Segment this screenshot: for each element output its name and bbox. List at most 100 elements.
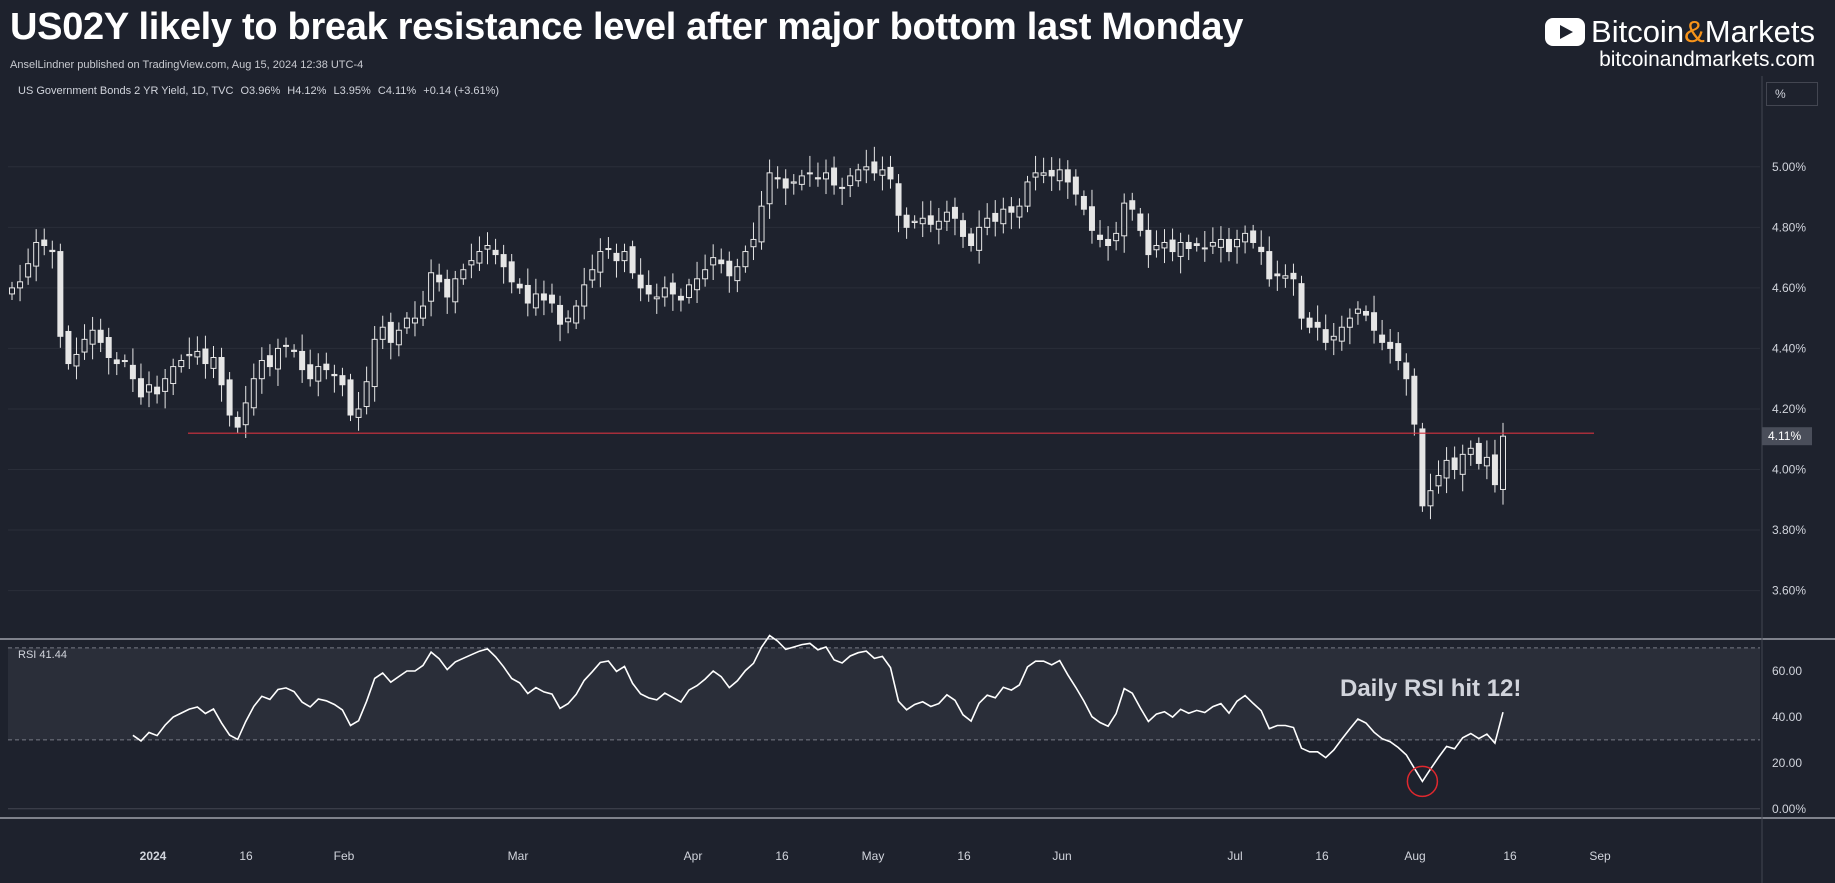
candle-body (1435, 475, 1442, 487)
candle-body (291, 349, 298, 352)
candle-body (855, 169, 862, 182)
candle-body (790, 181, 797, 184)
candle-body (1032, 172, 1039, 178)
candle-body (726, 260, 733, 277)
candle-body (951, 206, 958, 219)
rsi-tick-label: 60.00 (1772, 664, 1802, 678)
candle-body (1387, 341, 1394, 349)
candle-body (202, 348, 209, 365)
youtube-play-icon (1545, 18, 1586, 46)
time-tick-label: 2024 (140, 849, 167, 863)
price-tick-label: 4.20% (1772, 402, 1806, 416)
candle-body (935, 220, 942, 230)
candle-body (218, 357, 225, 386)
candle-body (573, 305, 580, 324)
candle-body (1242, 232, 1249, 243)
candle-body (565, 317, 572, 323)
candle-body (984, 217, 991, 228)
candle-body (887, 166, 894, 180)
candle-body (1145, 229, 1152, 256)
candle-body (943, 211, 950, 222)
candle-body (363, 381, 370, 408)
candle-body (1080, 195, 1087, 210)
candle-body (1290, 272, 1297, 280)
candle-body (710, 257, 717, 266)
chart-area[interactable]: 5.00% 4.80% 4.60% 4.40% 4.20% 4.00% 3.80% 3.60%… (0, 76, 1835, 883)
price-tick-label: 4.80% (1772, 220, 1806, 234)
candle-body (1209, 241, 1216, 247)
candle-body (540, 293, 547, 301)
candle-body (1403, 362, 1410, 380)
candle-body (33, 241, 40, 267)
candle-body (1338, 326, 1345, 342)
candle-body (685, 284, 692, 299)
candle-body (621, 251, 628, 262)
time-tick-label: 16 (239, 849, 253, 863)
last-price-badge (1762, 427, 1812, 446)
candle-body (548, 294, 555, 304)
candle-body (1153, 245, 1160, 251)
scale-unit-button[interactable]: % (1766, 82, 1818, 106)
candle-body (1330, 335, 1337, 341)
candle-body (589, 269, 596, 281)
candle-body (806, 172, 813, 175)
candle-body (1419, 428, 1426, 507)
price-chart[interactable]: 5.00% 4.80% 4.60% 4.40% 4.20% 4.00% 3.80% 3.60%… (0, 76, 1835, 883)
price-tick-label: 4.40% (1772, 341, 1806, 355)
candle-body (831, 167, 838, 186)
candle-body (968, 233, 975, 247)
price-tick-label: 3.60% (1772, 584, 1806, 598)
candle-body (718, 259, 725, 265)
price-tick-label: 3.80% (1772, 523, 1806, 537)
candle-body (1298, 283, 1305, 319)
ohlc-legend: US Government Bonds 2 YR Yield, 1D, TVC … (18, 85, 503, 97)
candle-body (1201, 247, 1208, 250)
candle-body (500, 254, 507, 268)
candle-body (315, 366, 322, 382)
candle-body (1500, 435, 1506, 490)
candle-body (1467, 447, 1474, 455)
candle-body (476, 251, 483, 264)
candle-body (1371, 312, 1378, 331)
candle-body (1483, 456, 1490, 467)
candle-body (1322, 329, 1329, 343)
candle-body (613, 252, 620, 262)
publisher-byline: AnselLindner published on TradingView.co… (10, 59, 364, 71)
candle-body (1346, 317, 1353, 328)
candle-body (1250, 230, 1257, 243)
candle-body (879, 169, 886, 176)
candle-body (1225, 238, 1232, 253)
candle-body (9, 287, 15, 295)
candle-body (57, 251, 64, 337)
candle-body (186, 353, 193, 357)
candle-body (758, 205, 765, 243)
candle-body (283, 344, 290, 347)
legend-open: O3.96% (240, 85, 281, 97)
candle-body (307, 364, 314, 380)
candle-body (371, 338, 378, 388)
candle-body (428, 272, 435, 302)
candle-body (1193, 243, 1200, 247)
candle-body (992, 212, 999, 222)
legend-low: L3.95% (333, 85, 371, 97)
legend-change: +0.14 (+3.61%) (423, 85, 500, 97)
candle-body (299, 350, 306, 371)
brand-logo[interactable]: Bitcoin&Markets (1545, 14, 1815, 50)
time-tick-label: Sep (1589, 849, 1611, 863)
brand-url[interactable]: bitcoinandmarkets.com (1599, 48, 1815, 71)
rsi-annotation: Daily RSI hit 12! (1340, 675, 1522, 702)
candle-body (597, 251, 604, 273)
candle-body (677, 295, 684, 301)
candle-body (113, 359, 120, 365)
candle-body (49, 249, 56, 253)
candle-body (823, 172, 830, 180)
candle-body (1048, 169, 1055, 177)
candle-body (1137, 213, 1144, 231)
candle-body (1129, 200, 1136, 210)
candle-body (1024, 181, 1031, 207)
candle-body (226, 379, 233, 416)
candle-body (162, 378, 169, 392)
candle-body (323, 363, 330, 371)
candle-body (1451, 457, 1458, 470)
candle-body (170, 366, 177, 385)
